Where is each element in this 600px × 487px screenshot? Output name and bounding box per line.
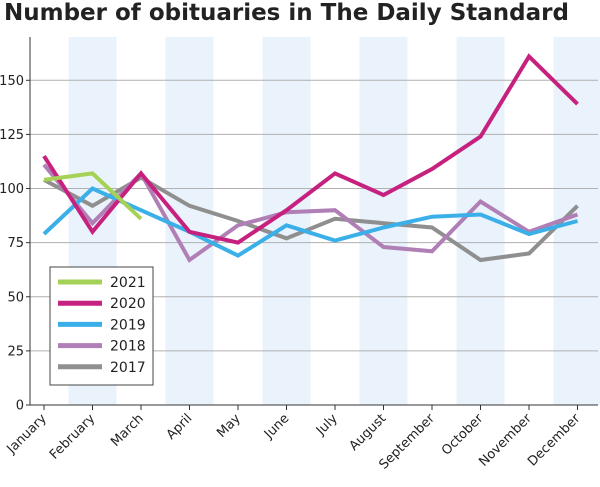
legend: 2021 2020 2019 2018 2017 (49, 266, 154, 386)
x-tick-label: January (4, 411, 50, 457)
x-tick-label: March (108, 411, 147, 450)
legend-label-2018: 2018 (110, 339, 146, 355)
x-tick-label: May (214, 411, 244, 441)
y-tick-labels: 0 25 50 75 100 125 150 (0, 74, 24, 414)
x-tick-label: December (525, 411, 584, 470)
x-tick-label: April (164, 411, 196, 443)
x-tick-label: June (261, 411, 292, 442)
chart-title: Number of obituaries in The Daily Standa… (4, 0, 569, 26)
legend-label-2017: 2017 (110, 360, 146, 376)
series-line-2019 (42, 186, 579, 258)
legend-label-2021: 2021 (110, 275, 146, 291)
y-tick-label: 25 (7, 344, 24, 359)
series-line-2021 (43, 171, 143, 221)
y-tick-label: 75 (7, 236, 24, 251)
series-line-2020 (42, 53, 579, 245)
x-tick-label: July (313, 411, 341, 439)
y-tick-label: 150 (0, 74, 24, 89)
legend-label-2020: 2020 (110, 296, 146, 312)
legend-label-2019: 2019 (110, 317, 146, 333)
axes (26, 37, 598, 410)
y-tick-label: 0 (16, 399, 24, 414)
shaded-band-april (165, 37, 214, 405)
y-tick-label: 50 (7, 290, 24, 305)
x-tick-label: August (347, 411, 390, 454)
x-tick-label: October (439, 411, 487, 459)
y-tick-label: 100 (0, 182, 24, 197)
x-tick-label: February (47, 411, 99, 463)
series-lines (42, 53, 579, 263)
y-tick-label: 125 (0, 128, 24, 143)
